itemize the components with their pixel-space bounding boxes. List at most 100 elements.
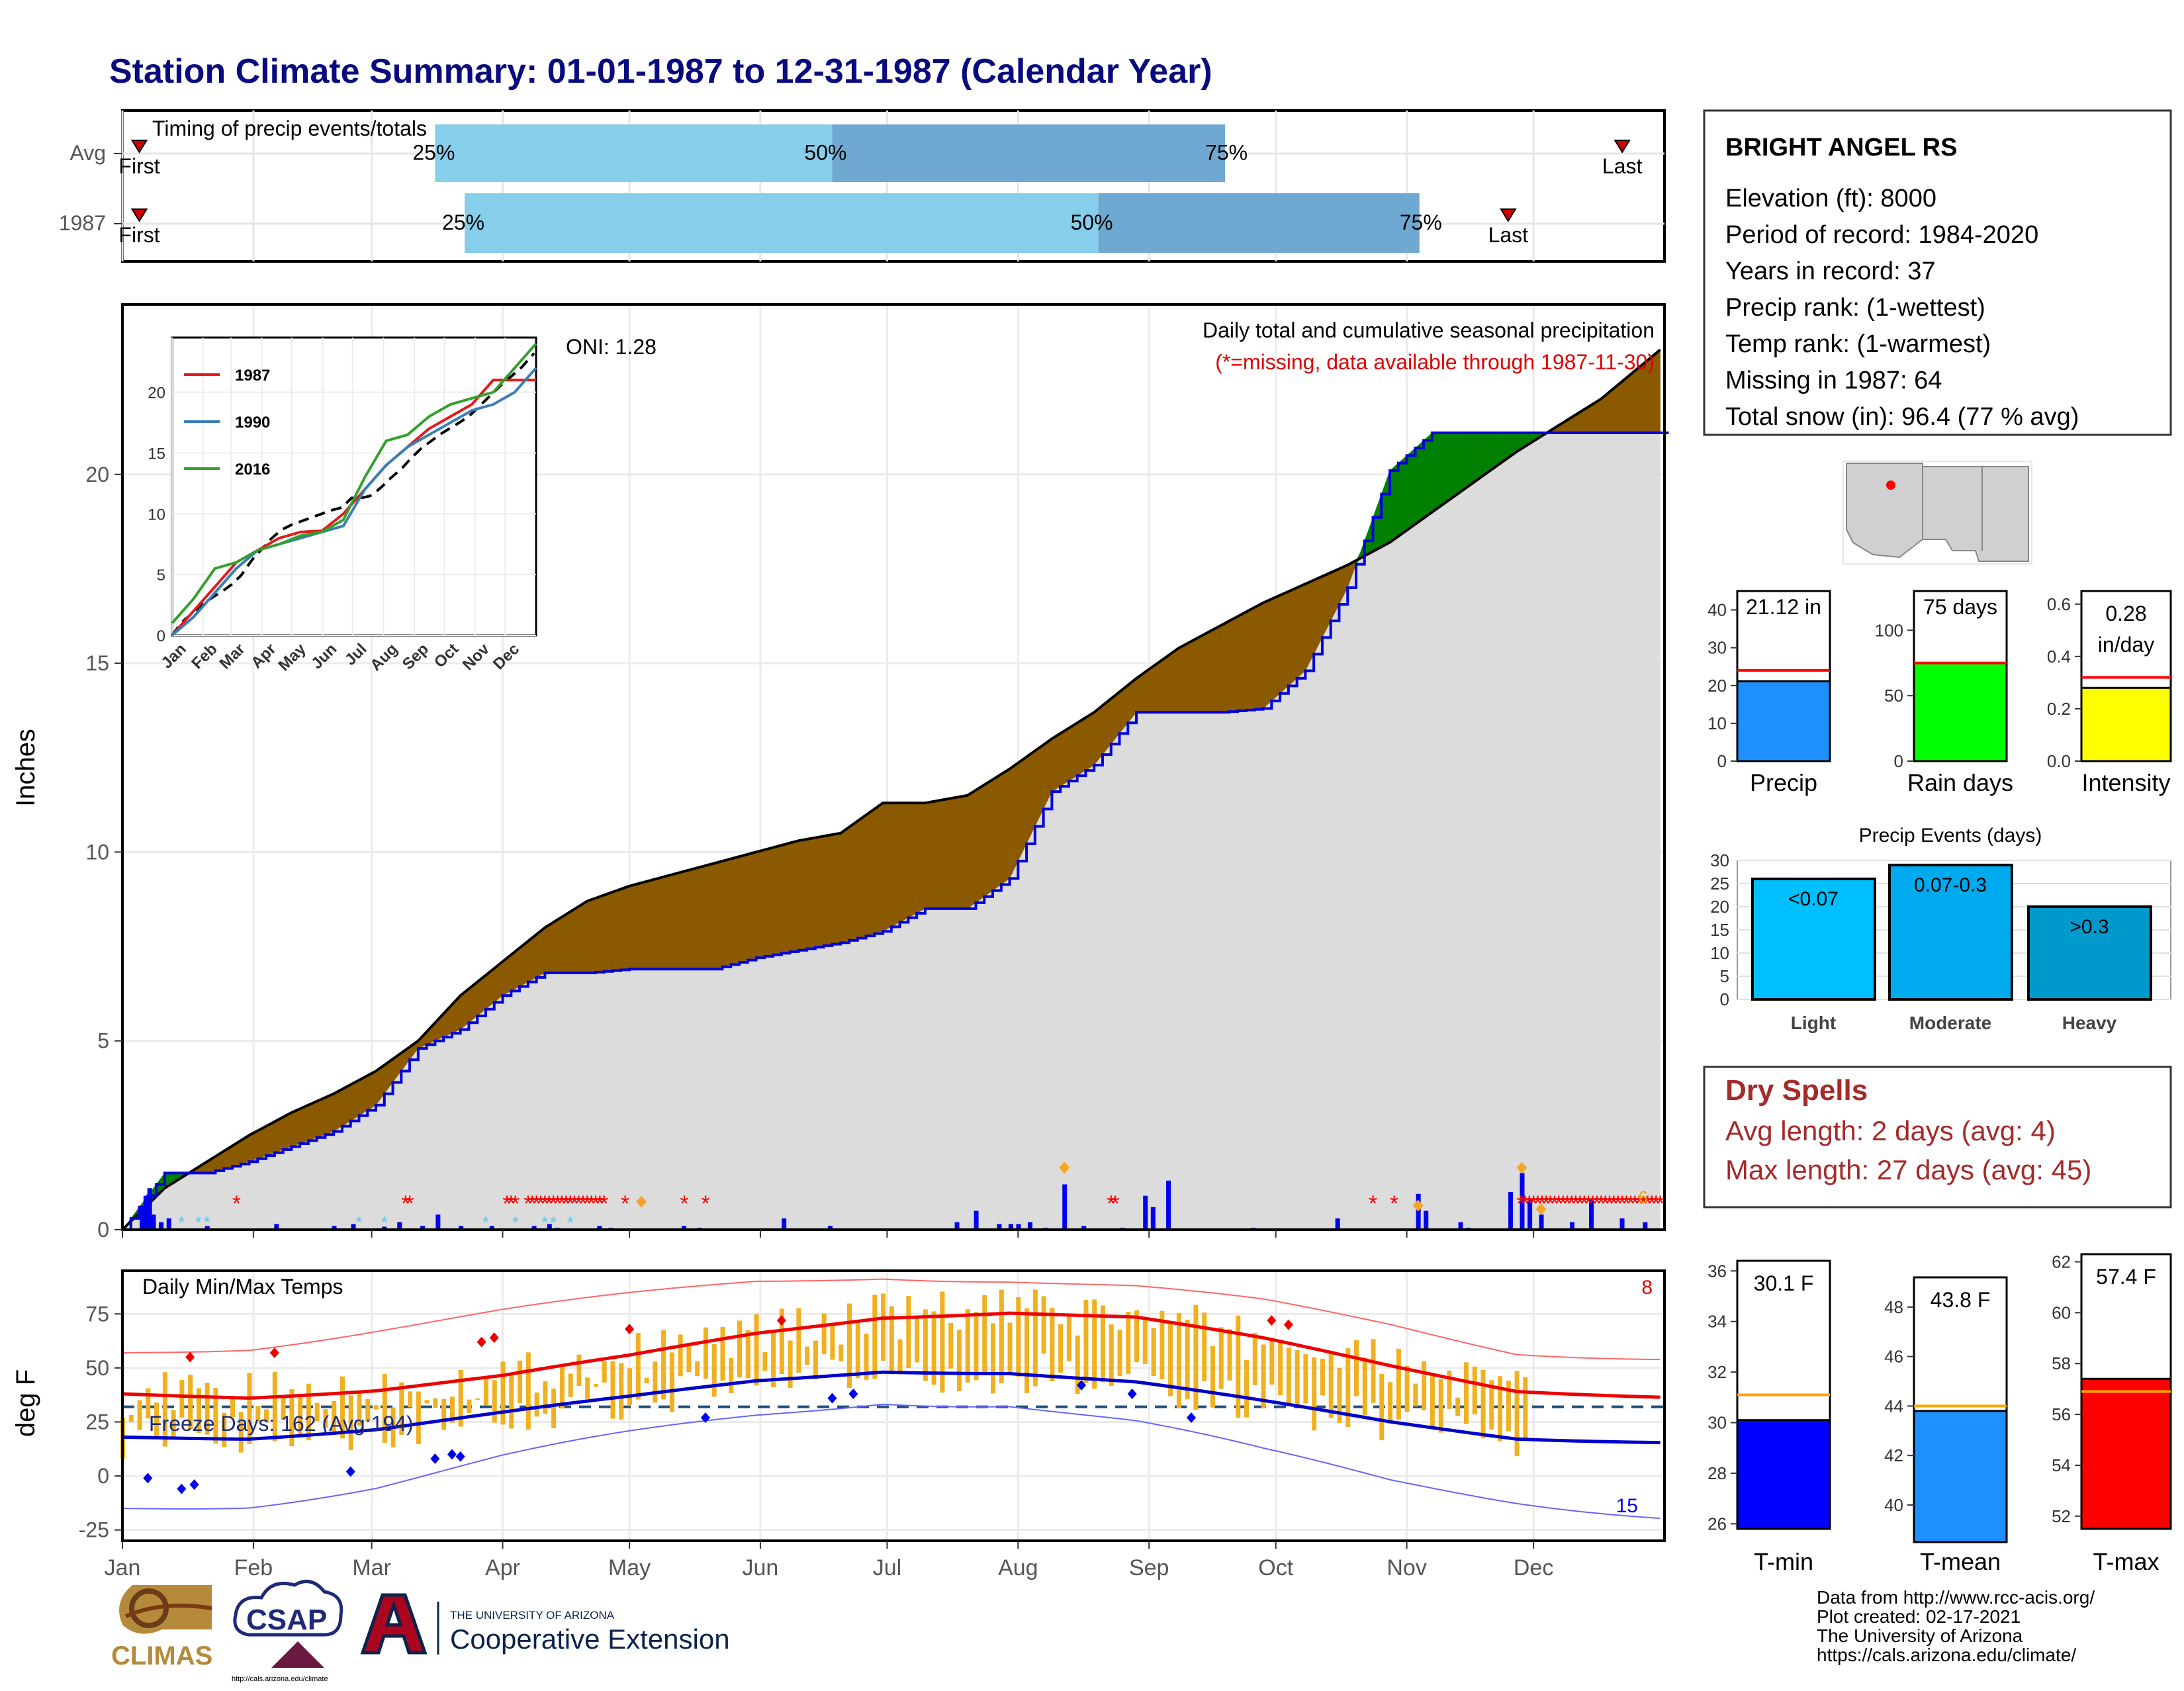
- deficit-fill: [604, 893, 609, 972]
- legend-label-1990: 1990: [235, 414, 270, 432]
- events-bar-light: [1751, 878, 1876, 1001]
- deficit-fill: [1098, 705, 1103, 760]
- deficit-fill: [1165, 653, 1171, 713]
- record-low-marker: [189, 1479, 199, 1490]
- daily-temp-range-bar: [205, 1383, 210, 1435]
- snow-marker: *: [195, 1212, 202, 1232]
- deficit-fill: [1592, 401, 1598, 434]
- timing-label-50: 50%: [1071, 210, 1113, 234]
- missing-data-marker: *: [502, 1191, 511, 1216]
- temp-bar-tick-label: 40: [1884, 1495, 1903, 1515]
- daily-temp-range-bar: [703, 1327, 708, 1379]
- daily-temp-range-bar: [154, 1402, 159, 1436]
- timing-row-label-year: 1987: [59, 211, 106, 235]
- daily-temp-range-bar: [661, 1330, 666, 1400]
- daily-temp-range-bar: [1388, 1382, 1393, 1423]
- y-tick-label: 0: [97, 1464, 109, 1488]
- deficit-fill: [1018, 759, 1023, 862]
- deficit-fill: [1056, 733, 1061, 790]
- daily-precip-bar: [274, 1224, 279, 1230]
- daily-temp-range-bar: [518, 1360, 523, 1404]
- daily-temp-range-bar: [1354, 1340, 1359, 1396]
- missing-data-marker: *: [1601, 1191, 1610, 1216]
- deficit-fill: [511, 950, 516, 991]
- missing-data-marker: *: [1537, 1191, 1546, 1216]
- deficit-fill: [367, 1073, 372, 1111]
- daily-temp-range-bar: [475, 1398, 480, 1400]
- deficit-fill: [1144, 668, 1150, 713]
- daily-temp-range-bar: [298, 1395, 303, 1436]
- deficit-fill: [997, 774, 1002, 888]
- missing-data-marker: *: [511, 1191, 520, 1216]
- mini-bar-chart-intensity: 0.28 in/day 0.0 0.2 0.4 0.6 Intensity: [2047, 590, 2172, 796]
- events-title: Precip Events (days): [1859, 825, 2042, 846]
- daily-temp-range-bar: [897, 1339, 903, 1373]
- daily-precip-bar: [997, 1224, 1002, 1230]
- deficit-fill: [570, 909, 575, 974]
- deficit-fill: [1140, 672, 1146, 713]
- precip-missing-markers: * ** *** ******************* * * * ** * * ********…: [232, 1191, 1664, 1216]
- deficit-fill: [827, 834, 833, 946]
- daily-precip-bar: [1619, 1218, 1625, 1230]
- record-high-count: 8: [1641, 1277, 1653, 1299]
- surplus-fill: [1486, 432, 1492, 473]
- daily-temp-range-bar: [846, 1303, 852, 1389]
- daily-temp-range-bar: [906, 1296, 911, 1369]
- dry-spells-max: Max length: 27 days (avg: 45): [1725, 1154, 2091, 1185]
- events-bar-moderate: [1888, 864, 2013, 1001]
- mini-chart-label: Rain days: [1907, 769, 2013, 796]
- daily-temp-range-bar: [1320, 1358, 1325, 1396]
- missing-data-marker: *: [528, 1191, 537, 1216]
- deficit-fill: [545, 925, 549, 974]
- temp-bar-value: 30.1 F: [1754, 1271, 1814, 1295]
- deficit-fill: [701, 865, 706, 970]
- deficit-fill: [582, 901, 588, 974]
- deficit-fill: [967, 792, 972, 909]
- dry-spells-avg: Avg length: 2 days (avg: 4): [1725, 1115, 2056, 1146]
- deficit-fill: [621, 887, 625, 970]
- missing-data-marker: *: [1656, 1191, 1664, 1216]
- deficit-fill: [976, 787, 981, 903]
- inset-gridlines: [171, 338, 536, 636]
- temp-panel-border: [121, 1269, 1666, 1542]
- daily-precip-bar: [1643, 1222, 1648, 1230]
- deficit-fill: [464, 988, 469, 1027]
- daily-temp-range-bar: [1413, 1383, 1418, 1407]
- missing-data-marker: *: [701, 1191, 709, 1216]
- daily-temp-range-bar: [872, 1295, 878, 1379]
- daily-temp-range-bar: [1193, 1305, 1199, 1410]
- temp-bar-tick-label: 62: [2052, 1252, 2071, 1272]
- daily-temp-range-bar: [1514, 1371, 1520, 1457]
- mini-chart-label: Intensity: [2081, 769, 2170, 796]
- deficit-fill: [477, 978, 482, 1017]
- daily-temp-range-bar: [1489, 1380, 1494, 1430]
- daily-precip-bar: [1424, 1211, 1429, 1230]
- deficit-fill: [979, 784, 985, 900]
- mini-chart-tick-label: 0.4: [2047, 647, 2071, 666]
- deficit-fill: [756, 850, 761, 958]
- temp-mini-bar-charts: 30.1 F 26 28 30 32 34 36 T-min 43.8 F 40 42 44 46 48 T…: [1707, 1252, 2172, 1575]
- deficit-fill: [384, 1062, 389, 1095]
- deficit-fill: [359, 1077, 364, 1117]
- deficit-fill: [265, 1123, 271, 1156]
- deficit-fill: [1174, 647, 1179, 713]
- daily-temp-range-bar: [483, 1379, 488, 1406]
- daily-temp-range-bar: [695, 1361, 700, 1377]
- daily-temp-range-bar: [1126, 1312, 1131, 1374]
- record-max-line: [122, 1278, 1661, 1361]
- deficit-fill: [549, 922, 554, 974]
- temp-y-axis-label: deg F: [11, 1369, 40, 1437]
- deficit-fill: [815, 837, 820, 948]
- deficit-fill: [866, 811, 871, 937]
- record-min-line: [122, 1403, 1661, 1520]
- temp-bar-tick-label: 52: [2052, 1506, 2071, 1526]
- missing-data-marker: *: [566, 1191, 574, 1216]
- temp-bar-tick-label: 54: [2052, 1455, 2071, 1475]
- deficit-fill: [811, 837, 816, 948]
- oni-value: ONI: 1.28: [566, 335, 657, 359]
- deficit-fill: [751, 852, 756, 960]
- deficit-fill: [1233, 616, 1238, 711]
- deficit-fill: [1313, 578, 1318, 655]
- daily-temp-range-bar: [999, 1289, 1004, 1384]
- deficit-fill: [1043, 741, 1048, 809]
